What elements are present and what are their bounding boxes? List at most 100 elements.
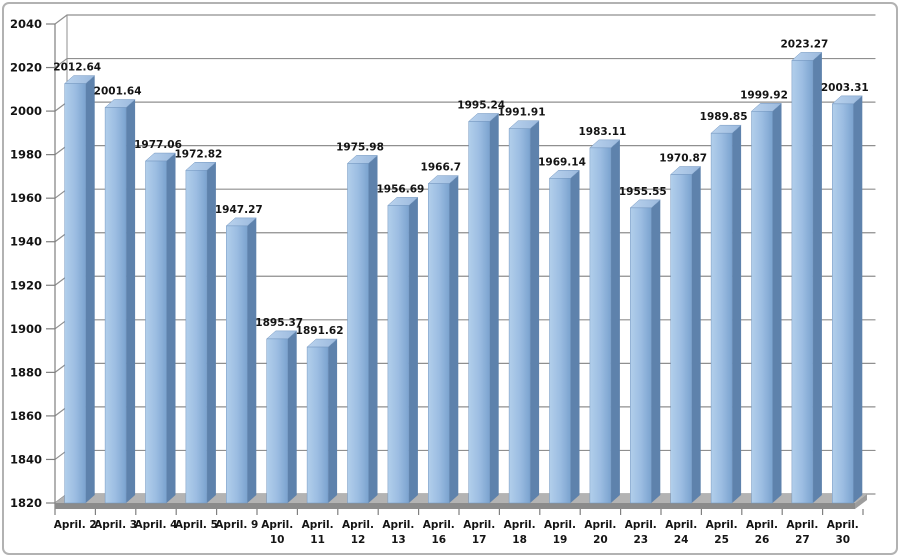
x-category-label-line2: 24 <box>674 534 689 546</box>
value-label: 1891.62 <box>296 325 344 337</box>
bar <box>64 75 96 504</box>
x-category-label: April. <box>302 519 334 531</box>
bar <box>589 139 621 504</box>
bar-front-face <box>589 147 612 504</box>
bar-side-face <box>812 52 822 503</box>
bar-side-face <box>206 162 216 504</box>
bar <box>831 95 863 504</box>
value-label: 1966.7 <box>421 162 462 174</box>
bar <box>427 175 459 504</box>
bar-side-face <box>85 75 95 503</box>
bar <box>306 338 338 504</box>
gridline <box>54 57 876 69</box>
bar-side-face <box>853 95 863 503</box>
bar <box>508 120 540 504</box>
y-tick-label: 1880 <box>10 365 42 379</box>
y-tick-label: 1820 <box>10 496 42 510</box>
x-category-label: April. 2 <box>54 519 97 531</box>
x-category-label: April. 9 <box>215 519 258 531</box>
bar <box>548 170 581 504</box>
value-label: 1972.82 <box>174 148 222 160</box>
value-label: 1991.91 <box>498 107 546 119</box>
x-category-label: April. <box>544 519 576 531</box>
bar-front-face <box>104 107 127 504</box>
bar-side-face <box>287 330 297 503</box>
bar <box>225 217 257 504</box>
bar-side-face <box>772 103 782 504</box>
x-category-label: April. <box>786 519 818 531</box>
bar-front-face <box>508 128 531 504</box>
bar-front-face <box>791 60 814 504</box>
bar-front-face <box>549 178 571 504</box>
x-category-label: April. <box>584 519 616 531</box>
value-label: 1999.92 <box>740 89 788 101</box>
bar <box>670 166 702 504</box>
x-category-label: April. 4 <box>135 519 178 531</box>
value-label: 1977.06 <box>134 139 182 151</box>
x-category-label: April. <box>706 519 738 531</box>
bar-side-face <box>489 113 499 504</box>
x-category-label-line2: 16 <box>431 534 446 546</box>
bar-front-face <box>468 121 490 504</box>
value-label: 1995.24 <box>457 99 505 111</box>
bar <box>387 197 419 504</box>
x-category-label-line2: 11 <box>310 534 325 546</box>
bar <box>750 103 783 504</box>
y-tick-label: 1940 <box>10 235 42 249</box>
x-category-label: April. 5 <box>175 519 218 531</box>
bar-side-face <box>247 217 257 503</box>
x-category-label-line2: 30 <box>835 534 850 546</box>
bar <box>104 99 136 504</box>
bar-front-face <box>347 163 369 504</box>
floor-front <box>55 503 855 509</box>
value-label: 1989.85 <box>700 111 748 123</box>
bar-side-face <box>651 199 661 504</box>
value-label: 1969.14 <box>538 156 586 168</box>
floor-side <box>855 494 867 509</box>
x-category-label-line2: 25 <box>714 534 729 546</box>
x-category-label: April. <box>261 519 293 531</box>
bar-front-face <box>64 83 86 504</box>
bar-side-face <box>691 166 701 503</box>
value-label: 1955.55 <box>619 186 667 198</box>
bar-front-face <box>428 183 450 504</box>
y-tick-label: 1980 <box>10 148 42 162</box>
value-label: 1895.37 <box>255 317 303 329</box>
bar-front-face <box>630 207 652 504</box>
x-category-label-line2: 18 <box>512 534 527 546</box>
bar-side-face <box>610 139 620 503</box>
y-tick-label: 2040 <box>10 17 42 31</box>
value-label: 1975.98 <box>336 141 384 153</box>
y-tick-label: 1900 <box>10 322 42 336</box>
x-category-label: April. <box>342 519 374 531</box>
bar <box>185 162 217 504</box>
x-category-label: April. <box>504 519 536 531</box>
x-category-label: April. <box>746 519 778 531</box>
value-label: 1970.87 <box>659 153 707 165</box>
bar-side-face <box>449 175 459 503</box>
gridline <box>54 14 876 25</box>
x-category-label-line2: 20 <box>593 534 608 546</box>
bar-front-face <box>751 111 773 504</box>
floor-top <box>55 494 867 503</box>
value-label: 1956.69 <box>376 183 424 195</box>
bar <box>710 124 742 504</box>
value-label: 2012.64 <box>53 62 101 74</box>
bar-front-face <box>710 132 733 504</box>
x-category-label-line2: 13 <box>391 534 406 546</box>
bar-front-face <box>306 346 329 504</box>
bar-side-face <box>126 99 136 504</box>
bar <box>144 152 177 504</box>
y-tick-label: 1860 <box>10 409 42 423</box>
y-tick-label: 1960 <box>10 191 42 205</box>
bar-side-face <box>408 197 418 503</box>
value-label: 2001.64 <box>94 86 142 98</box>
x-category-label: April. <box>625 519 657 531</box>
bar-side-face <box>328 339 338 503</box>
value-label: 1947.27 <box>215 204 263 216</box>
bar <box>791 52 823 504</box>
x-category-label-line2: 19 <box>553 534 568 546</box>
bar-side-face <box>166 153 176 504</box>
bar-front-face <box>832 103 854 504</box>
